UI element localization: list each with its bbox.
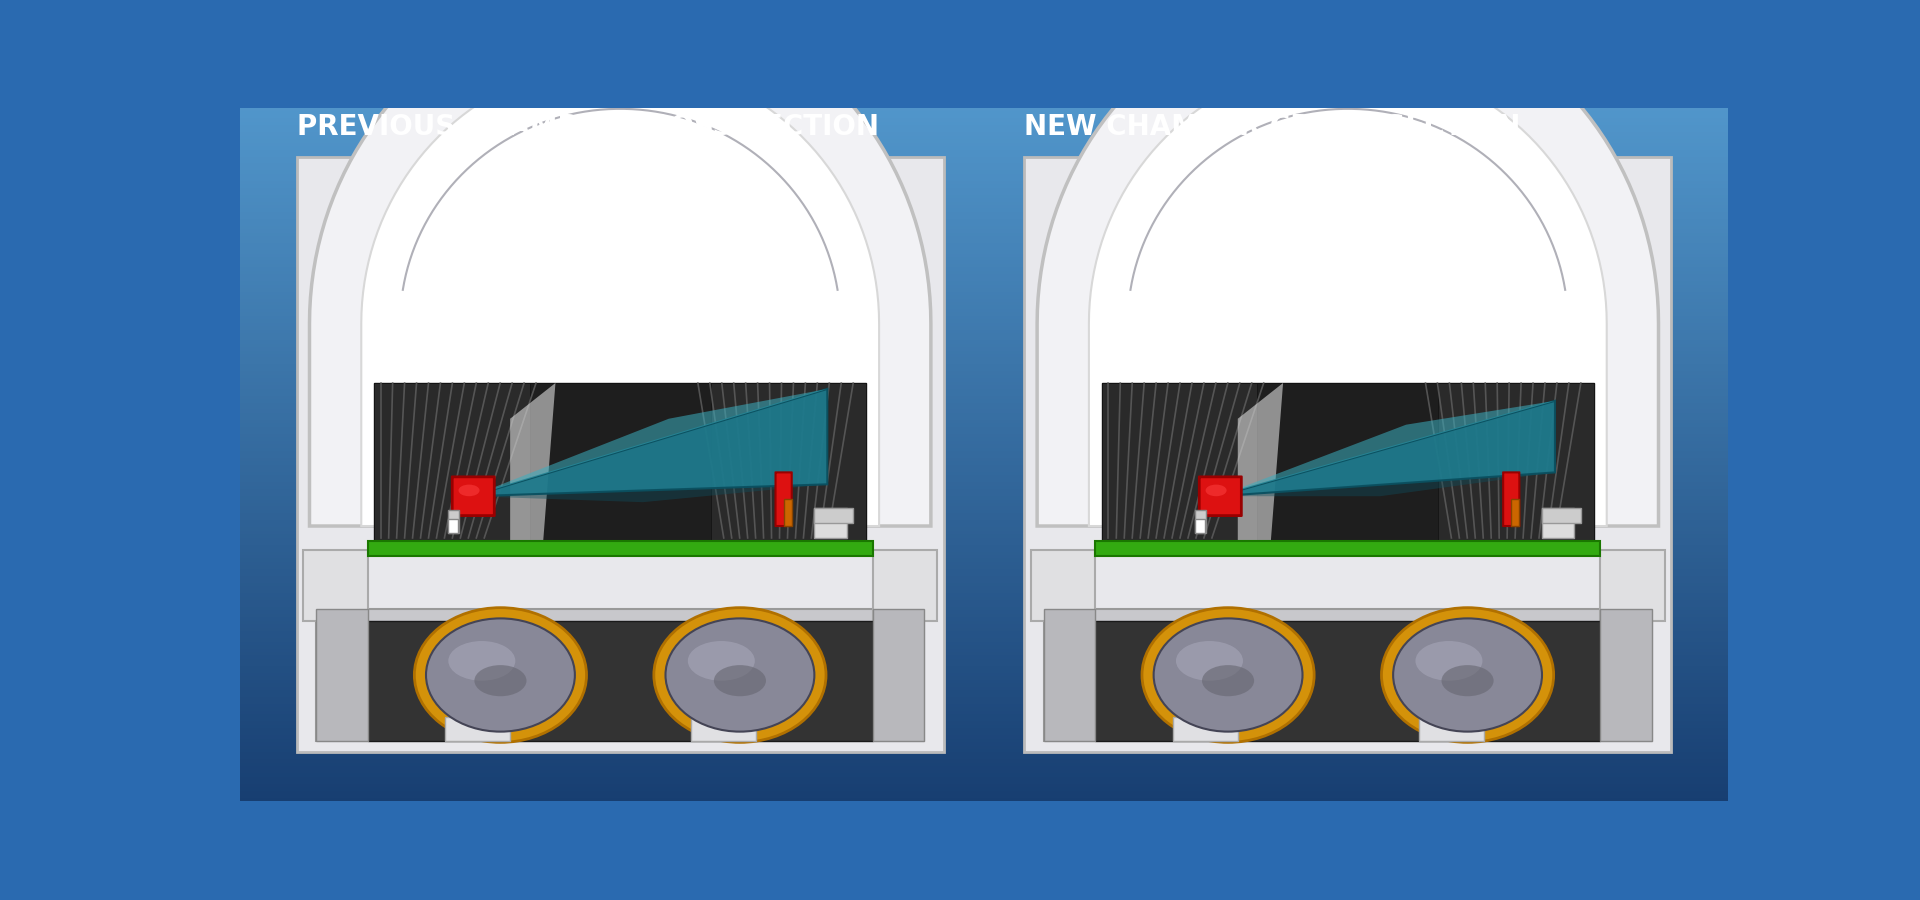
Ellipse shape: [714, 665, 766, 697]
FancyBboxPatch shape: [317, 609, 369, 741]
Polygon shape: [470, 484, 828, 502]
Polygon shape: [1219, 400, 1555, 496]
FancyBboxPatch shape: [369, 621, 872, 741]
Polygon shape: [470, 389, 828, 496]
Polygon shape: [470, 389, 828, 496]
FancyBboxPatch shape: [447, 518, 457, 534]
Text: PREVIOUS CHAMBER CROSS-SECTION: PREVIOUS CHAMBER CROSS-SECTION: [296, 113, 879, 141]
Polygon shape: [1599, 550, 1665, 621]
FancyBboxPatch shape: [369, 541, 872, 556]
FancyBboxPatch shape: [296, 157, 945, 752]
Polygon shape: [511, 383, 555, 550]
Ellipse shape: [1415, 641, 1482, 680]
FancyBboxPatch shape: [447, 509, 459, 534]
Ellipse shape: [666, 618, 814, 732]
Polygon shape: [1102, 383, 1594, 550]
Ellipse shape: [415, 608, 586, 742]
FancyBboxPatch shape: [814, 508, 852, 523]
FancyBboxPatch shape: [1258, 383, 1438, 550]
FancyBboxPatch shape: [1023, 157, 1672, 752]
FancyBboxPatch shape: [530, 383, 710, 550]
FancyBboxPatch shape: [691, 716, 756, 741]
Ellipse shape: [1382, 608, 1553, 742]
FancyBboxPatch shape: [1096, 621, 1599, 741]
Ellipse shape: [1202, 665, 1254, 697]
Ellipse shape: [474, 665, 526, 697]
FancyBboxPatch shape: [1194, 509, 1206, 534]
Ellipse shape: [459, 484, 480, 496]
Polygon shape: [1219, 400, 1555, 496]
FancyBboxPatch shape: [1194, 518, 1204, 534]
FancyBboxPatch shape: [1044, 609, 1651, 741]
Polygon shape: [361, 61, 879, 526]
Polygon shape: [1037, 0, 1659, 526]
Polygon shape: [1219, 472, 1555, 496]
Ellipse shape: [1394, 618, 1542, 732]
FancyBboxPatch shape: [1044, 609, 1096, 741]
FancyBboxPatch shape: [1173, 716, 1238, 741]
FancyBboxPatch shape: [872, 609, 924, 741]
Polygon shape: [1238, 383, 1283, 550]
Polygon shape: [303, 550, 369, 621]
FancyBboxPatch shape: [1200, 477, 1242, 516]
FancyBboxPatch shape: [1511, 500, 1519, 526]
Polygon shape: [374, 383, 866, 550]
FancyBboxPatch shape: [1419, 716, 1484, 741]
FancyBboxPatch shape: [317, 609, 924, 741]
Text: NEW CHAMBER CROSS-SECTION: NEW CHAMBER CROSS-SECTION: [1023, 113, 1521, 141]
Polygon shape: [697, 383, 866, 550]
Ellipse shape: [1206, 484, 1227, 496]
Ellipse shape: [426, 618, 574, 732]
FancyBboxPatch shape: [1542, 508, 1574, 538]
FancyBboxPatch shape: [1096, 541, 1599, 556]
Ellipse shape: [449, 641, 515, 680]
Ellipse shape: [1175, 641, 1242, 680]
FancyBboxPatch shape: [814, 508, 847, 538]
FancyBboxPatch shape: [445, 716, 511, 741]
FancyBboxPatch shape: [776, 472, 791, 526]
Polygon shape: [1425, 383, 1594, 550]
Ellipse shape: [1442, 665, 1494, 697]
FancyBboxPatch shape: [453, 477, 493, 516]
Polygon shape: [374, 383, 543, 550]
Polygon shape: [1102, 383, 1271, 550]
Ellipse shape: [1142, 608, 1313, 742]
FancyBboxPatch shape: [783, 500, 791, 526]
FancyBboxPatch shape: [1599, 609, 1651, 741]
Ellipse shape: [687, 641, 755, 680]
Ellipse shape: [1154, 618, 1302, 732]
Polygon shape: [309, 0, 931, 526]
Polygon shape: [872, 550, 937, 621]
FancyBboxPatch shape: [1542, 508, 1580, 523]
FancyBboxPatch shape: [1503, 472, 1519, 526]
Ellipse shape: [655, 608, 826, 742]
Polygon shape: [1089, 61, 1607, 526]
Polygon shape: [1031, 550, 1096, 621]
